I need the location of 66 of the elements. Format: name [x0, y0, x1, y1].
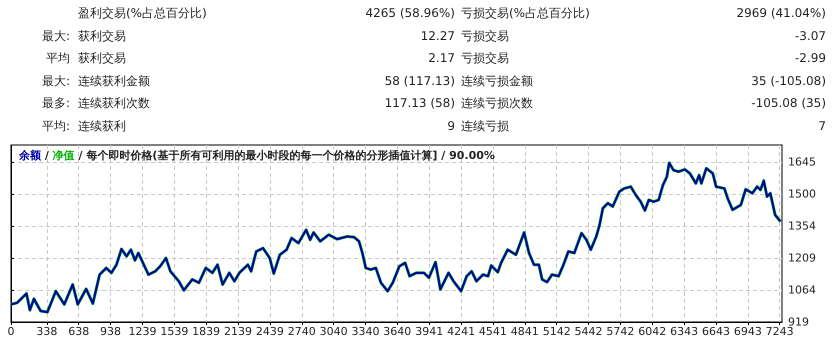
x-tick-label: 3340 — [351, 325, 380, 338]
y-tick-label: 1645 — [788, 155, 816, 168]
x-tick-label: 2139 — [224, 325, 252, 338]
annotation: 每个即时价格(基于所有可利用的最小时段的每一个价格的分形插值计算] — [85, 149, 438, 162]
text: / — [441, 149, 446, 162]
y-tick-label: 1209 — [788, 252, 816, 265]
x-tick-label: 4541 — [478, 325, 507, 338]
x-tick-label: 3640 — [383, 325, 412, 338]
text: 2969 (41.04%) — [736, 6, 826, 20]
x-tick-label: 638 — [68, 325, 90, 338]
text: -105.08 (35) — [751, 96, 826, 110]
x-tick-label: 5742 — [606, 325, 634, 338]
text: / — [78, 149, 83, 162]
text: 亏损交易(%占总百分比) — [461, 6, 590, 20]
annotation: 90.00% — [449, 149, 495, 162]
x-tick-label: 5142 — [542, 325, 571, 338]
x-tick-label: 4241 — [447, 325, 476, 338]
x-tick-label: 6343 — [670, 325, 698, 338]
x-tick-label: 3040 — [320, 325, 348, 338]
text: 2.17 — [428, 51, 455, 66]
text: 4265 (58.96%) — [366, 6, 455, 20]
annotation: / — [41, 149, 53, 162]
text: 净值 — [52, 149, 75, 162]
text: 12.27 — [420, 28, 455, 43]
text: 获利交易 — [78, 51, 126, 66]
x-tick-label: 2439 — [256, 325, 284, 338]
x-tick-label: 6042 — [638, 325, 666, 338]
text: 连续获利次数 — [78, 96, 150, 110]
text: 最多: — [42, 96, 70, 110]
y-tick-label: 1064 — [788, 284, 816, 297]
x-tick-label: 338 — [36, 325, 58, 338]
x-tick-label: 2740 — [288, 325, 316, 338]
text: 连续获利金额 — [78, 74, 150, 88]
text: -3.07 — [794, 28, 826, 43]
x-tick-label: 7243 — [766, 325, 794, 338]
text: 获利交易 — [78, 28, 126, 43]
text: 亏损交易 — [461, 51, 509, 66]
text: -2.99 — [794, 51, 826, 66]
text: 平均: — [42, 119, 70, 133]
text: 盈利交易(%占总百分比) — [78, 6, 207, 20]
x-tick-label: 938 — [100, 325, 122, 338]
text: 连续亏损金额 — [461, 74, 533, 88]
y-tick-label: 1500 — [788, 187, 816, 200]
text: 连续亏损次数 — [461, 96, 533, 110]
x-tick-label: 0 — [8, 325, 14, 338]
x-tick-label: 4841 — [510, 325, 539, 338]
text: 亏损交易 — [461, 28, 509, 43]
text: 58 (117.13) — [384, 74, 455, 88]
x-tick-label: 6943 — [734, 325, 762, 338]
text: 117.13 (58) — [384, 96, 455, 110]
text: 最大: — [42, 74, 70, 88]
text: 连续亏损 — [461, 119, 509, 133]
x-tick-label: 6643 — [702, 325, 730, 338]
x-tick-label: 1239 — [128, 325, 156, 338]
x-tick-label: 5442 — [574, 325, 603, 338]
text: 平均 — [46, 51, 70, 66]
text: 7 — [818, 119, 826, 133]
x-tick-label: 1539 — [160, 325, 188, 338]
x-tick-label: 1839 — [192, 325, 220, 338]
text: 9 — [447, 119, 455, 133]
text: 余额 — [18, 149, 42, 162]
y-tick-label: 1354 — [788, 220, 816, 233]
text: 连续获利 — [78, 119, 126, 133]
x-tick-label: 3941 — [415, 325, 444, 338]
text: 最大: — [42, 28, 70, 43]
text: 35 (-105.08) — [751, 74, 826, 88]
